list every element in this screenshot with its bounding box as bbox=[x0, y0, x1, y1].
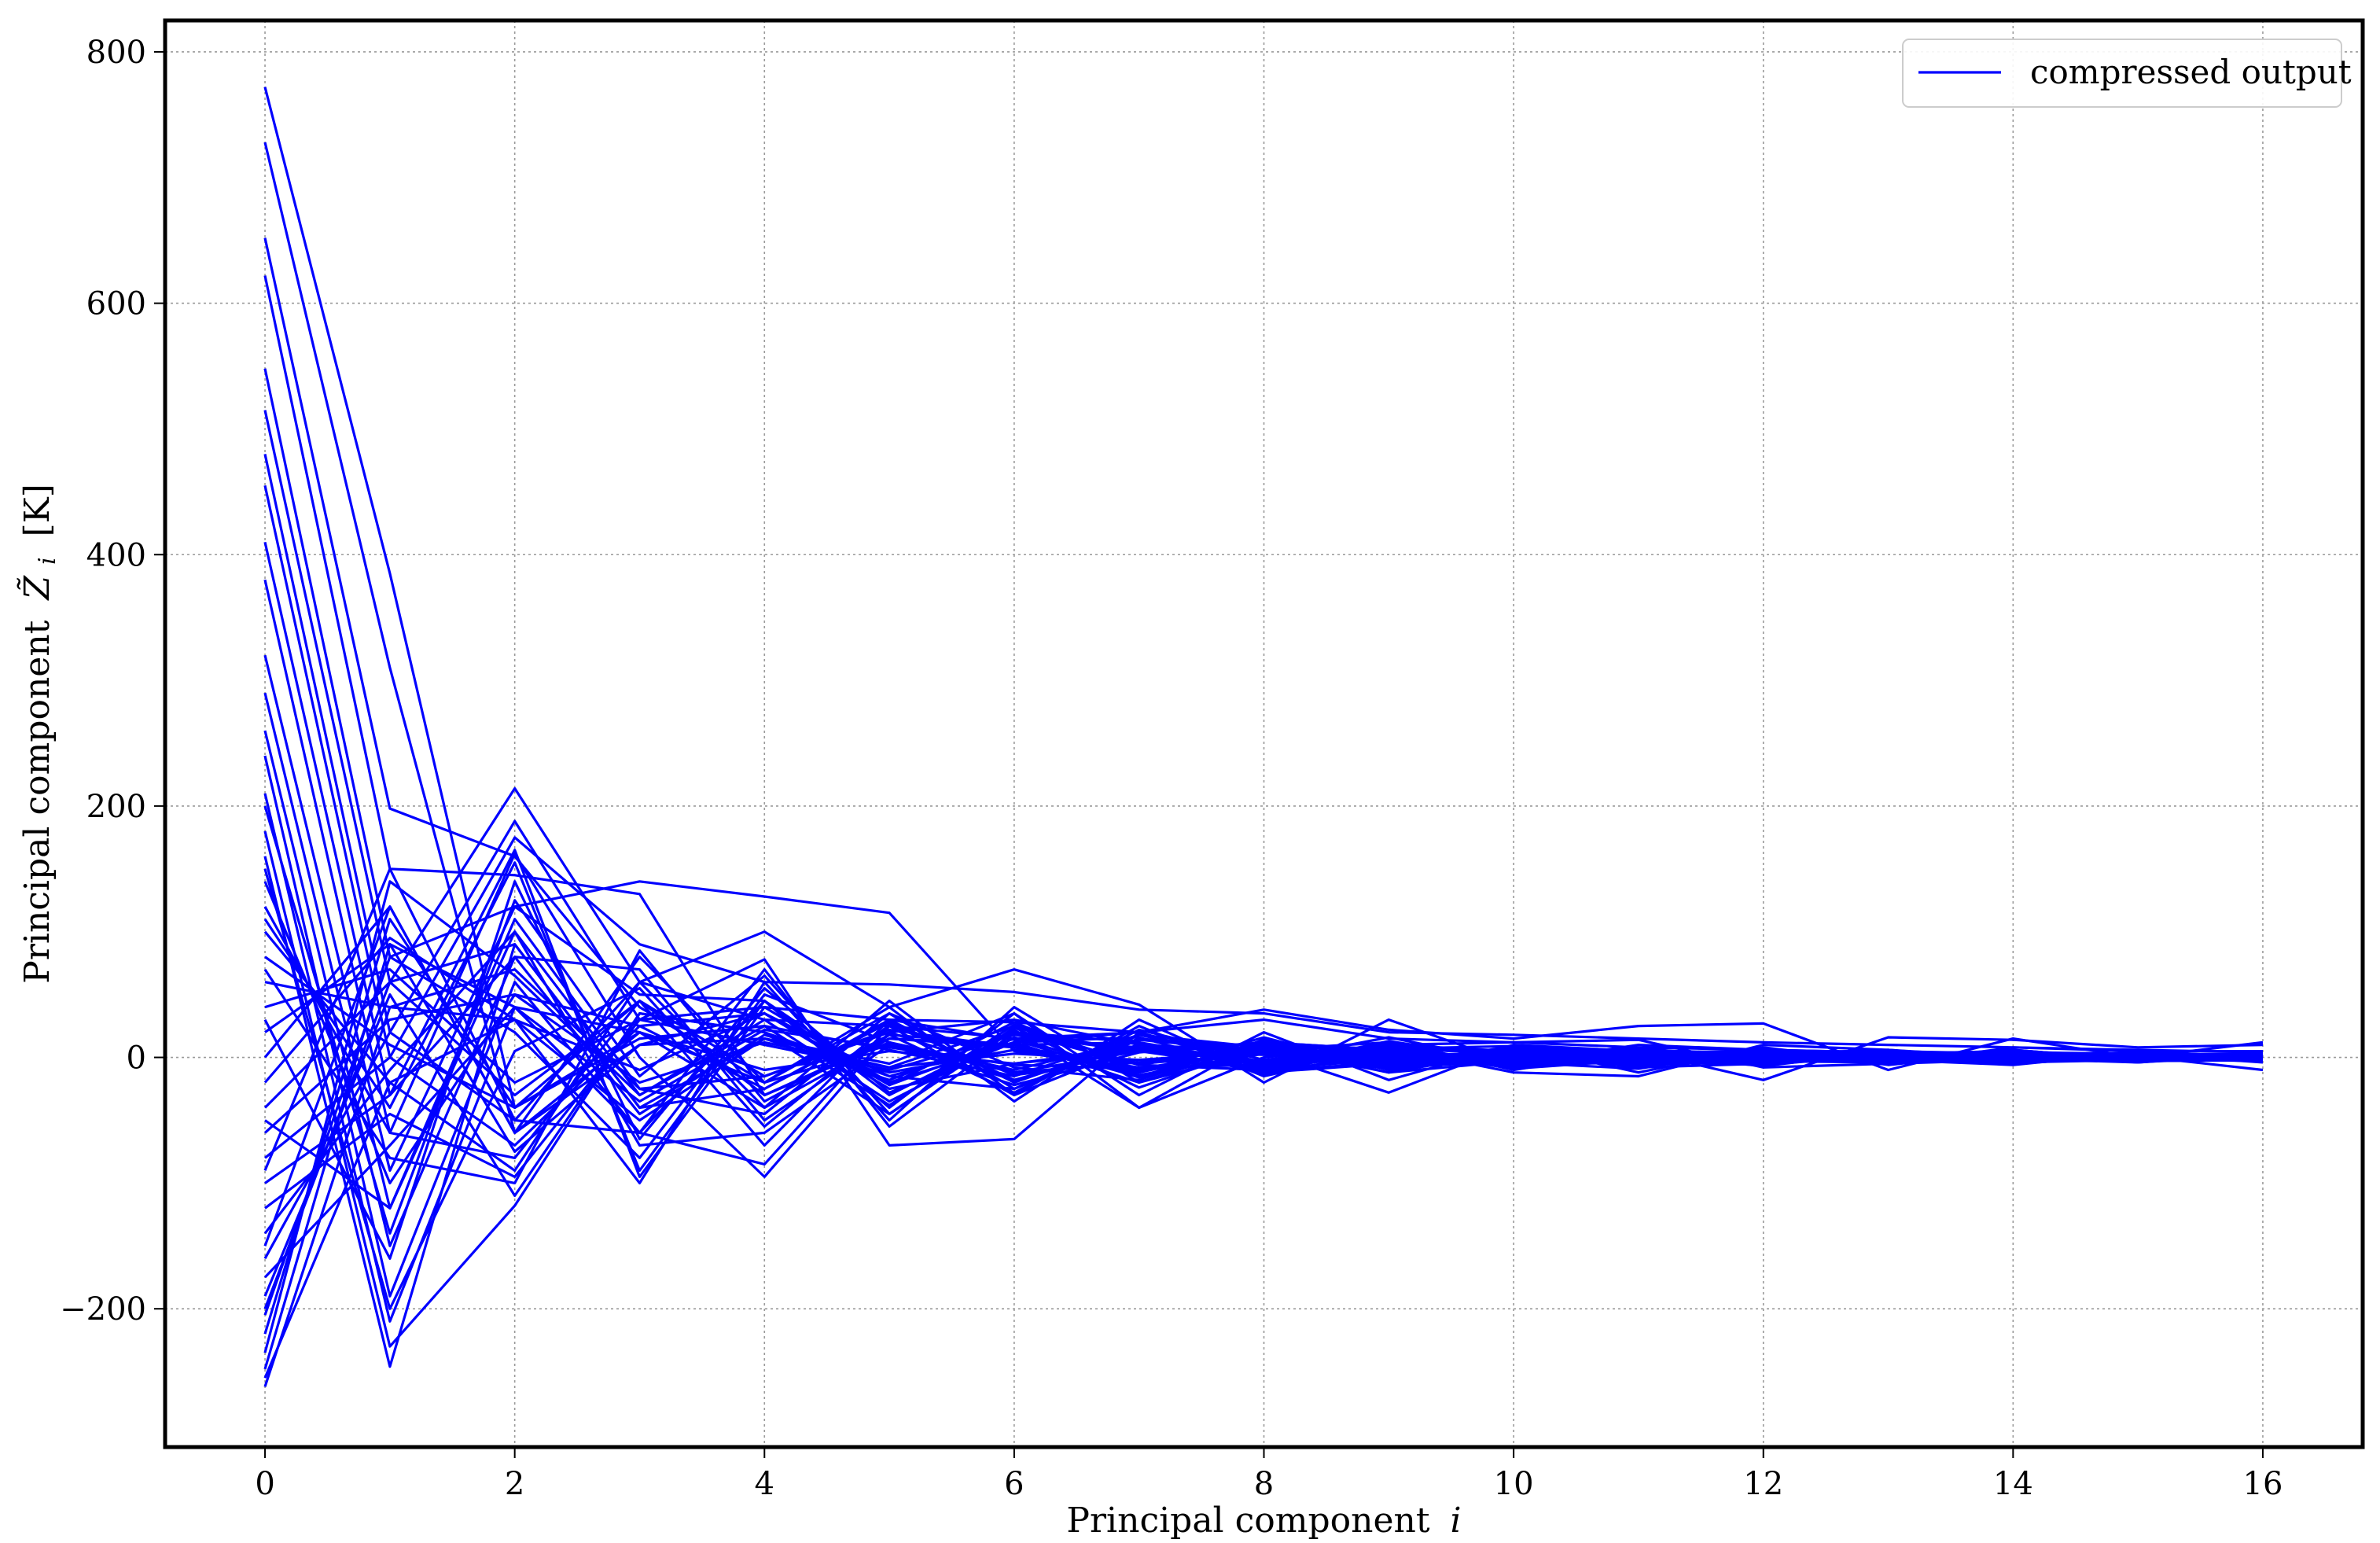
y-axis-label-var: Z̃ bbox=[16, 575, 57, 602]
series-line bbox=[263, 805, 2264, 1235]
y-tick-label: 400 bbox=[86, 537, 146, 573]
x-tick-label: 12 bbox=[1743, 1466, 1783, 1502]
series-line bbox=[263, 956, 2264, 1316]
series-line bbox=[263, 880, 2264, 1260]
y-axis-label: Principal component Z̃ i [K] bbox=[16, 484, 64, 984]
legend: compressed output bbox=[1902, 39, 2352, 108]
series-line bbox=[263, 87, 2264, 1110]
x-axis-label-var: i bbox=[1451, 1501, 1462, 1541]
x-tick-label: 0 bbox=[255, 1466, 274, 1502]
y-axis-label-unit: [K] bbox=[17, 484, 57, 536]
y-axis-label-text: Principal component bbox=[17, 620, 57, 983]
x-tick-label: 4 bbox=[755, 1466, 774, 1502]
series-line bbox=[263, 484, 2263, 1059]
y-tick-label: −200 bbox=[60, 1291, 146, 1328]
x-axis-label: Principal component i bbox=[1066, 1501, 1461, 1541]
tick-layer: 0 2 4 6 8 10 12 14 16 −200 0 200 400 600 800 bbox=[60, 35, 2283, 1502]
x-tick-label: 10 bbox=[1494, 1466, 1534, 1502]
x-axis-label-text: Principal component bbox=[1066, 1501, 1429, 1541]
series-line bbox=[263, 867, 2264, 1172]
x-tick-label: 8 bbox=[1254, 1466, 1274, 1502]
x-tick-label: 2 bbox=[505, 1466, 524, 1502]
y-tick-label: 200 bbox=[86, 789, 146, 825]
x-tick-label: 16 bbox=[2243, 1466, 2283, 1502]
legend-box bbox=[1902, 39, 2342, 108]
grid-layer bbox=[165, 20, 2363, 1447]
x-tick-label: 6 bbox=[1004, 1466, 1024, 1502]
y-axis-label-sub: i bbox=[34, 557, 61, 565]
series-line bbox=[263, 579, 2264, 1179]
series-layer bbox=[263, 87, 2264, 1387]
y-tick-label: 0 bbox=[127, 1040, 146, 1077]
y-tick-label: 600 bbox=[86, 286, 146, 322]
y-tick-label: 800 bbox=[86, 35, 146, 71]
series-line bbox=[263, 861, 2264, 1173]
legend-label: compressed output bbox=[2030, 53, 2352, 91]
x-tick-label: 14 bbox=[1993, 1466, 2033, 1502]
